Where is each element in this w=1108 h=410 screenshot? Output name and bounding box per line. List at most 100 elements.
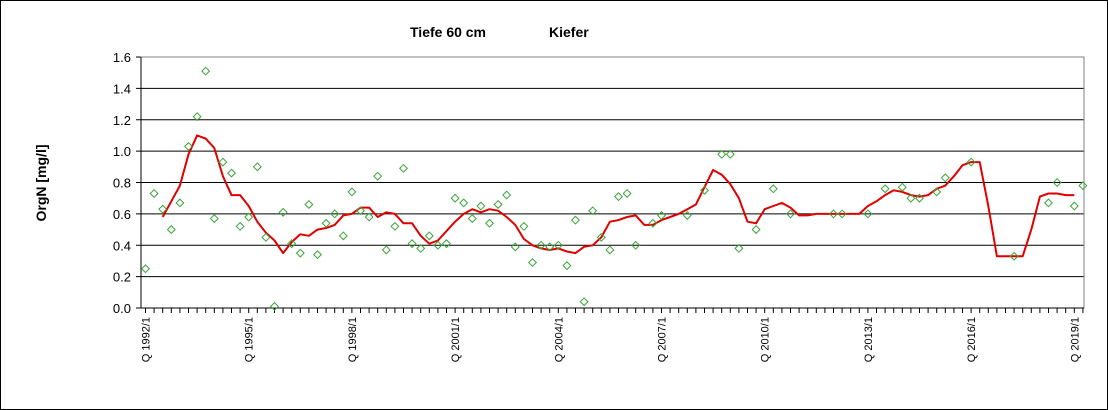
data-point [304, 199, 314, 209]
data-point [493, 199, 503, 209]
data-point [545, 242, 555, 252]
y-tick-label: 0.6 [113, 207, 131, 222]
x-tick-label: Q 2019/1 [1069, 317, 1081, 362]
data-point [321, 218, 331, 228]
data-point [295, 248, 305, 258]
data-point [622, 188, 632, 198]
data-point [1052, 177, 1062, 188]
data-point [510, 242, 520, 252]
data-point [966, 157, 976, 167]
data-point [433, 240, 443, 250]
data-point [140, 264, 151, 274]
data-point [656, 210, 667, 220]
data-point [1069, 201, 1079, 211]
x-tick-label: Q 2013/1 [863, 317, 875, 362]
data-point [906, 193, 916, 203]
data-point [407, 239, 417, 249]
y-tick-label: 1.0 [113, 144, 131, 159]
data-point [209, 214, 219, 224]
data-point [476, 201, 486, 211]
data-point [226, 168, 237, 178]
y-tick-label: 0.2 [113, 270, 131, 285]
x-tick-label: Q 2010/1 [760, 317, 772, 362]
data-point [932, 187, 942, 197]
chart-title-species: Kiefer [549, 24, 589, 40]
data-point [287, 239, 297, 249]
data-point [441, 239, 452, 249]
data-point [192, 112, 202, 122]
data-point [252, 162, 262, 172]
data-point [519, 221, 529, 231]
data-point [863, 209, 873, 219]
data-point [588, 206, 598, 216]
data-point [751, 225, 761, 235]
data-point [338, 231, 348, 241]
data-point [682, 210, 692, 220]
data-point [562, 261, 572, 271]
data-point [502, 190, 512, 200]
x-tick-label: Q 2007/1 [657, 317, 669, 362]
data-point [183, 141, 194, 151]
plot-area: 0.0 0.2 0.4 0.6 0.8 1.0 1.2 1.4 1.6 Q 1992/1 Q 199… [113, 50, 1088, 362]
data-point [1078, 181, 1088, 191]
data-point [699, 185, 710, 195]
y-axis-label: OrgN [mg/l] [33, 145, 49, 222]
data-point [613, 192, 624, 202]
data-point [484, 218, 495, 228]
data-point [717, 149, 727, 159]
x-tick-label: Q 1995/1 [244, 317, 256, 362]
data-point [364, 212, 374, 222]
x-tick-label: Q 1992/1 [141, 317, 153, 362]
data-point [450, 193, 460, 203]
y-tick-label: 1.4 [113, 81, 131, 96]
data-point [330, 209, 340, 219]
data-point [261, 232, 271, 242]
data-point [553, 240, 563, 250]
data-point [149, 188, 159, 198]
trend-line [161, 134, 1075, 258]
data-point [940, 173, 950, 183]
data-point [1043, 198, 1054, 208]
x-tick-label: Q 2004/1 [553, 317, 565, 362]
data-point [725, 149, 735, 159]
data-point [175, 198, 185, 208]
chart-title-depth: Tiefe 60 cm [410, 24, 486, 40]
data-point [467, 214, 477, 224]
data-point [269, 301, 280, 311]
x-tick-label: Q 2016/1 [966, 317, 978, 362]
data-point [166, 225, 176, 235]
data-point [570, 215, 581, 225]
y-tick-label: 1.2 [113, 113, 131, 128]
data-point [527, 257, 538, 268]
data-point [218, 157, 228, 167]
y-tick-label: 0.4 [113, 238, 131, 253]
data-point [235, 221, 245, 231]
data-point [536, 240, 546, 250]
x-tick-label: Q 2001/1 [450, 317, 462, 362]
data-point [914, 193, 925, 203]
data-point [579, 297, 589, 307]
y-tick-label: 0.0 [113, 301, 131, 316]
data-point [244, 212, 254, 222]
y-tick-label: 1.6 [113, 50, 131, 65]
data-point [312, 250, 323, 260]
data-point [596, 232, 606, 242]
data-point [416, 243, 426, 253]
data-point [880, 184, 890, 194]
data-point [897, 182, 907, 192]
data-point [355, 206, 366, 216]
data-point [398, 163, 409, 173]
data-point [158, 204, 168, 214]
x-tick-label: Q 1998/1 [347, 317, 359, 362]
data-point [828, 209, 839, 219]
data-point [424, 231, 434, 241]
data-point [631, 240, 641, 250]
data-point [459, 198, 469, 208]
data-point [648, 218, 658, 228]
data-point [734, 243, 744, 253]
data-point [390, 221, 400, 231]
data-point [785, 209, 796, 219]
data-point [381, 245, 391, 255]
